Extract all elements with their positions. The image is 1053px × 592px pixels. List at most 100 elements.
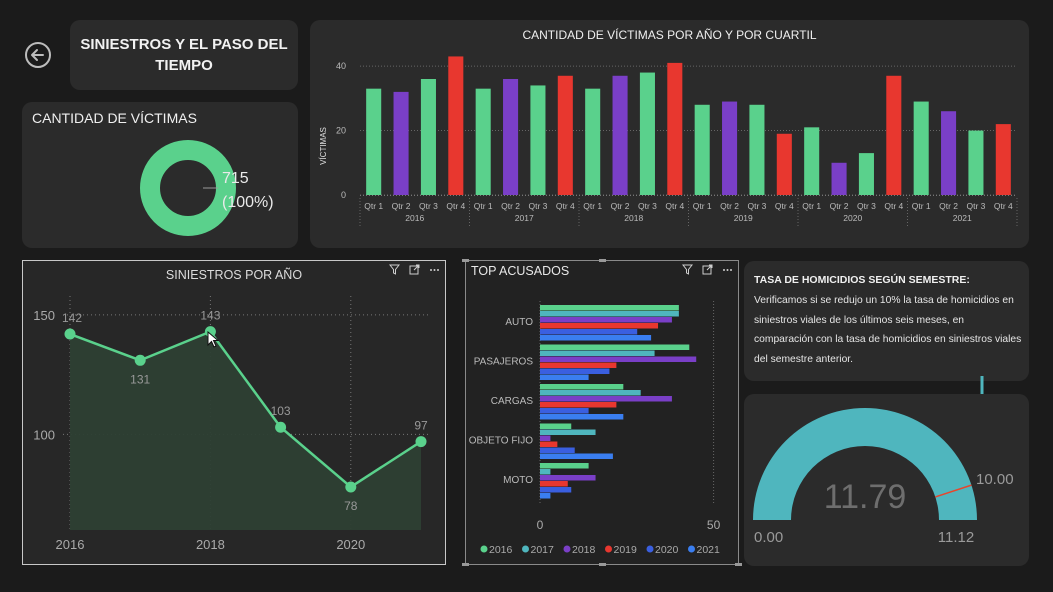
bar-2017-qtr4[interactable]	[557, 75, 573, 195]
bar-2016-qtr3[interactable]	[420, 79, 436, 195]
bar-objeto-fijo-2017[interactable]	[540, 429, 596, 436]
resize-handle[interactable]	[462, 563, 469, 566]
bar-objeto-fijo-2018[interactable]	[540, 435, 551, 442]
data-point-2017[interactable]	[134, 354, 146, 366]
quarter-chart-card[interactable]: CANTIDAD DE VÍCTIMAS POR AÑO Y POR CUART…	[310, 20, 1029, 248]
resize-handle[interactable]	[462, 259, 469, 262]
bar-cargas-2019[interactable]	[540, 402, 617, 408]
legend-label: 2020	[655, 544, 679, 556]
bar-2021-qtr2[interactable]	[941, 111, 957, 195]
bar-2018-qtr2[interactable]	[612, 75, 628, 195]
bar-2020-qtr3[interactable]	[858, 153, 874, 195]
more-options-icon[interactable]	[721, 264, 733, 278]
legend-marker-2019	[605, 545, 612, 553]
legend-marker-2021	[688, 545, 695, 553]
series-line	[69, 330, 422, 489]
back-arrow-icon[interactable]	[24, 41, 52, 69]
quarter-chart-title: CANTIDAD DE VÍCTIMAS POR AÑO Y POR CUART…	[522, 28, 817, 42]
bar-pasajeros-2017[interactable]	[540, 350, 655, 357]
bar-2016-qtr4[interactable]	[448, 56, 464, 195]
data-point-2019[interactable]	[275, 421, 287, 433]
bar-2020-qtr4[interactable]	[886, 75, 902, 195]
data-point-2021[interactable]	[415, 436, 427, 448]
bar-objeto-fijo-2016[interactable]	[540, 423, 572, 430]
bar-moto-2017[interactable]	[540, 469, 551, 475]
bar-2016-qtr1[interactable]	[366, 88, 382, 195]
focus-mode-icon[interactable]	[408, 264, 420, 278]
data-point-2020[interactable]	[345, 481, 357, 493]
bar-2017-qtr1[interactable]	[475, 88, 491, 195]
victims-value: 715	[222, 170, 249, 187]
bar-moto-2020[interactable]	[540, 487, 572, 493]
bar-2016-qtr2[interactable]	[393, 91, 409, 195]
top-accused-bar-chart[interactable]: 0 50 AUTO PASAJEROS CARGAS OBJETO FIJO MOTO 201…	[466, 261, 738, 564]
x-tick-label: Qtr 4	[556, 201, 575, 211]
category-label: PASAJEROS	[474, 357, 534, 368]
bar-pasajeros-2018[interactable]	[540, 356, 697, 363]
bar-pasajeros-2021[interactable]	[540, 374, 589, 381]
filter-icon[interactable]	[388, 264, 400, 278]
bar-objeto-fijo-2021[interactable]	[540, 453, 613, 460]
x-tick-label: Qtr 2	[830, 201, 849, 211]
bar-pasajeros-2016[interactable]	[540, 344, 690, 351]
x-tick-label: Qtr 1	[693, 201, 712, 211]
homicide-gauge[interactable]: 11.79 0.00 11.12 10.00	[744, 394, 1029, 566]
legend-label: 2017	[531, 544, 555, 556]
top-accused-card[interactable]: TOP ACUSADOS 0 50 AUTO PASAJEROS CARGAS OBJET…	[462, 259, 742, 566]
bar-2021-qtr3[interactable]	[968, 130, 984, 195]
gauge-max-label: 11.12	[938, 529, 974, 546]
bar-moto-2016[interactable]	[540, 463, 589, 469]
data-point-2016[interactable]	[64, 328, 76, 340]
bar-2021-qtr1[interactable]	[913, 101, 929, 195]
bar-cargas-2016[interactable]	[540, 384, 624, 390]
data-label: 97	[414, 419, 428, 433]
bar-objeto-fijo-2019[interactable]	[540, 441, 558, 448]
bar-auto-2017[interactable]	[540, 311, 679, 317]
year-area-chart[interactable]: 100 150 2016 2018 2020 142 131 143 103 78 97	[23, 261, 445, 564]
focus-mode-icon[interactable]	[701, 264, 713, 278]
bar-2019-qtr3[interactable]	[749, 104, 765, 195]
resize-handle[interactable]	[599, 259, 606, 262]
victims-donut-chart[interactable]: 715 (100%)	[22, 102, 298, 248]
bar-moto-2018[interactable]	[540, 475, 596, 481]
quarter-bar-chart[interactable]: VÍCTIMAS 0 20 40 Qtr 1 Qtr 2 Qtr 3 Qtr 4 2016 Qt…	[310, 20, 1029, 248]
bar-2019-qtr4[interactable]	[776, 133, 792, 195]
bar-2020-qtr2[interactable]	[831, 162, 847, 195]
bar-auto-2016[interactable]	[540, 305, 679, 311]
bar-2017-qtr3[interactable]	[530, 85, 546, 195]
homicide-gauge-card[interactable]: 11.79 0.00 11.12 10.00	[744, 394, 1029, 566]
bar-cargas-2017[interactable]	[540, 390, 641, 396]
resize-handle[interactable]	[735, 563, 742, 566]
bar-pasajeros-2020[interactable]	[540, 368, 610, 375]
bar-2017-qtr2[interactable]	[503, 79, 519, 195]
bar-pasajeros-2019[interactable]	[540, 362, 617, 369]
bar-moto-2019[interactable]	[540, 481, 568, 487]
bar-2021-qtr4[interactable]	[995, 124, 1011, 195]
category-label: OBJETO FIJO	[469, 436, 533, 447]
legend-label: 2021	[697, 544, 721, 556]
bar-cargas-2020[interactable]	[540, 408, 589, 414]
bar-auto-2019[interactable]	[540, 323, 659, 329]
bar-cargas-2021[interactable]	[540, 414, 624, 420]
bar-objeto-fijo-2020[interactable]	[540, 447, 575, 454]
year-chart-card[interactable]: SINIESTROS POR AÑO 100 150 2016 2018 2020 142…	[22, 260, 446, 565]
gauge-min-label: 0.00	[754, 529, 783, 546]
bar-2018-qtr4[interactable]	[667, 62, 683, 196]
filter-icon[interactable]	[681, 264, 693, 278]
victims-percent: (100%)	[222, 194, 274, 211]
bar-auto-2020[interactable]	[540, 329, 638, 335]
bar-2020-qtr1[interactable]	[804, 127, 820, 195]
bar-2019-qtr2[interactable]	[722, 101, 738, 195]
data-label: 142	[62, 311, 82, 325]
bar-cargas-2018[interactable]	[540, 396, 672, 402]
bar-auto-2021[interactable]	[540, 335, 652, 341]
bar-moto-2021[interactable]	[540, 493, 551, 499]
bar-2018-qtr3[interactable]	[639, 72, 655, 195]
resize-handle[interactable]	[599, 563, 606, 566]
bar-auto-2018[interactable]	[540, 317, 672, 323]
bar-2019-qtr1[interactable]	[694, 104, 710, 195]
bar-2018-qtr1[interactable]	[585, 88, 601, 195]
more-options-icon[interactable]	[428, 264, 440, 278]
year-label: 2019	[734, 213, 753, 223]
victims-card[interactable]: CANTIDAD DE VÍCTIMAS 715 (100%)	[22, 102, 298, 248]
